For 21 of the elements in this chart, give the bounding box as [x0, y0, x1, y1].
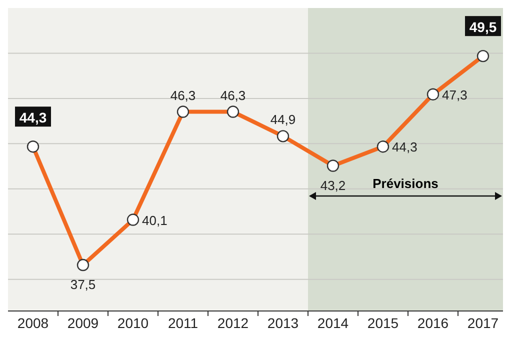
data-label: 40,1 — [142, 212, 168, 228]
x-tick-label: 2010 — [117, 315, 149, 331]
x-tick-label: 2012 — [217, 315, 249, 331]
data-label: 44,9 — [270, 112, 296, 128]
x-tick-label: 2013 — [267, 315, 299, 331]
x-tick-label: 2011 — [168, 315, 198, 331]
data-label: 37,5 — [70, 277, 96, 292]
data-label: 47,3 — [442, 87, 468, 102]
x-tick-label: 2008 — [17, 315, 49, 331]
data-label: 46,3 — [220, 88, 246, 103]
x-tick-label: 2017 — [467, 315, 499, 331]
data-label: 43,2 — [320, 178, 346, 193]
data-label: 44,3 — [19, 110, 47, 126]
x-tick-label: 2009 — [67, 315, 99, 331]
x-tick-label: 2015 — [367, 315, 399, 331]
data-label: 46,3 — [170, 88, 196, 103]
data-label: 49,5 — [469, 19, 497, 36]
x-tick-label: 2016 — [417, 315, 449, 331]
x-tick-label: 2014 — [317, 315, 349, 331]
band-label: Prévisions — [372, 176, 438, 191]
data-label: 44,3 — [392, 140, 418, 155]
